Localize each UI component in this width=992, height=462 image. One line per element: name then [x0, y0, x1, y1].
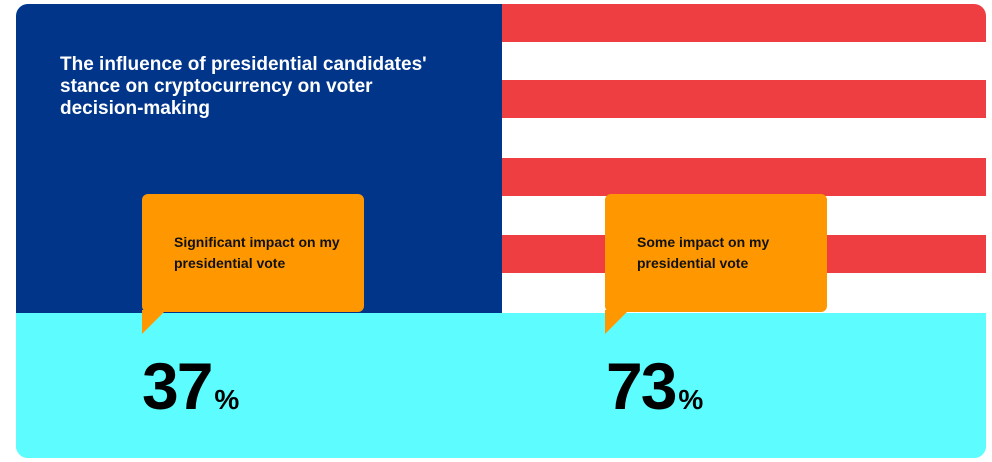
flag-stripe-red — [502, 4, 986, 42]
bottom-band — [16, 313, 986, 458]
callout-bubble-some: Some impact on my presidential vote — [605, 194, 827, 334]
category-label-significant: Significant impact on my presidential vo… — [174, 234, 340, 271]
data-label-some: 73 — [606, 349, 677, 423]
percent-sign: % — [214, 384, 240, 415]
flag-stripe-red — [502, 80, 986, 118]
data-label-significant: 37 — [142, 349, 213, 423]
flag-stripes — [502, 4, 986, 313]
flag-stripe-red — [502, 158, 986, 196]
infographic-card: The influence of presidential candidates… — [16, 4, 986, 458]
stat-significant: 37% — [142, 353, 239, 419]
stat-some: 73% — [606, 353, 703, 419]
chart-title: The influence of presidential candidates… — [60, 54, 427, 119]
category-label-some: Some impact on my presidential vote — [637, 234, 770, 271]
percent-sign: % — [678, 384, 704, 415]
callout-bubble-significant: Significant impact on my presidential vo… — [142, 194, 364, 334]
